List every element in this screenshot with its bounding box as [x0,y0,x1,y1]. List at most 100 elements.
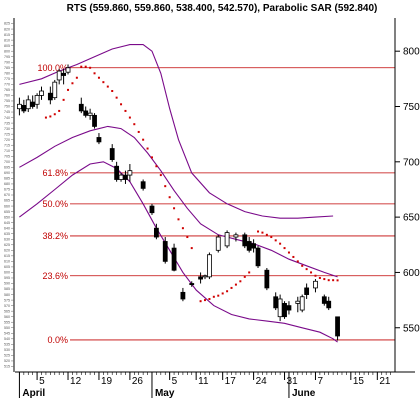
sar-dot [226,290,229,293]
candle [242,232,248,249]
candle [215,234,221,253]
left-axis-tick-label: 595 [4,276,10,280]
candle [202,274,208,280]
left-axis-tick-label: 660 [4,204,10,208]
left-axis-tick-label: 700 [4,160,10,164]
left-axis-tick-label: 785 [4,66,10,70]
right-axis-tick-label: 600 [403,268,420,279]
left-axis-tick-label: 600 [4,271,10,275]
left-axis-tick-label: 755 [4,99,10,103]
candle [233,232,239,242]
left-axis-tick-label: 705 [4,154,10,158]
candle-body-down [246,241,252,251]
sar-dot [155,165,158,168]
sar-dot [270,236,273,239]
candle [282,301,287,319]
left-axis-tick-label: 570 [4,304,10,308]
candle-body-up [299,296,305,311]
left-axis-tick-label: 565 [4,309,10,313]
sar-dot [102,81,105,84]
sar-dot [120,103,123,106]
sar-dot [128,116,131,119]
candle-body-down [114,165,120,180]
x-axis-tick-label: 24 [256,376,268,387]
sar-dot [93,72,96,75]
candle [39,86,44,100]
left-axis-tick-label: 530 [4,348,10,352]
candle-body-up [313,280,318,289]
sar-dot [274,239,277,242]
candle-body-down [326,300,332,309]
left-axis-tick-label: 710 [4,149,10,153]
right-axis-tick-label: 650 [403,213,420,224]
sar-dot [159,174,162,177]
candle [299,294,305,313]
sar-dot [208,297,211,300]
x-axis-tick-label: 31 [287,376,299,387]
sar-dot [212,295,215,298]
candle [56,68,62,85]
x-axis-tick-label: 5 [39,376,45,387]
x-axis-tick-label: 7 [317,376,323,387]
candle [326,296,332,311]
sar-dot [71,82,74,85]
fib-level-label: 100.0% [37,63,68,73]
left-axis-tick-label: 745 [4,110,10,114]
right-axis-tick-label: 800 [403,47,420,58]
left-axis-tick-label: 555 [4,320,10,324]
sar-dot [111,90,114,93]
candle-body-down [242,234,248,247]
right-axis-tick-label: 750 [403,102,420,113]
sar-dot [323,278,326,281]
x-axis-tick-label: 21 [379,376,391,387]
candle-body-down [273,296,279,309]
sar-dot [67,88,70,91]
candle [321,294,327,306]
left-axis-tick-label: 765 [4,88,10,92]
candle-body-up [224,232,230,247]
sar-dot [115,96,118,99]
candle-body-up [295,300,301,304]
fib-level-label: 61.8% [42,168,68,178]
candle-body-down [61,72,67,76]
right-axis-tick-label: 700 [403,157,420,168]
candle [153,223,159,240]
candle-body-down [21,104,27,112]
sar-dot [89,66,92,69]
candle [180,287,186,302]
sar-dot [332,279,335,282]
sar-dot [301,264,304,267]
candle-body-up [25,99,31,110]
fib-level-label: 38.2% [42,231,68,241]
left-axis-tick-label: 675 [4,188,10,192]
candle-body-down [30,101,36,107]
candle [295,296,301,313]
candle [273,292,279,311]
sar-dot [305,268,308,271]
candle-body-up [127,170,133,176]
candle [224,230,230,249]
sar-dot [261,231,264,234]
candle-body-down [286,305,292,311]
candlesticks [17,64,340,341]
sar-dot [106,85,109,88]
candle-body-up [34,95,40,105]
left-axis-tick-label: 545 [4,331,10,335]
left-axis-tick-label: 760 [4,94,10,98]
x-axis-tick-label: 11 [198,376,209,387]
sar-dot [257,230,260,233]
left-axis-tick-label: 770 [4,83,10,87]
month-label: June [292,388,316,399]
candle [162,237,168,264]
left-axis-tick-label: 585 [4,287,10,291]
candle-body-up [277,298,283,318]
candle [17,97,22,116]
candle-body-down [180,291,186,300]
candle-body-down [47,92,53,101]
left-axis-tick-label: 650 [4,215,10,219]
candle [30,95,36,109]
candle-body-down [321,296,327,304]
candle [335,316,340,341]
left-axis-tick-label: 680 [4,182,10,186]
sar-dot [164,185,167,188]
